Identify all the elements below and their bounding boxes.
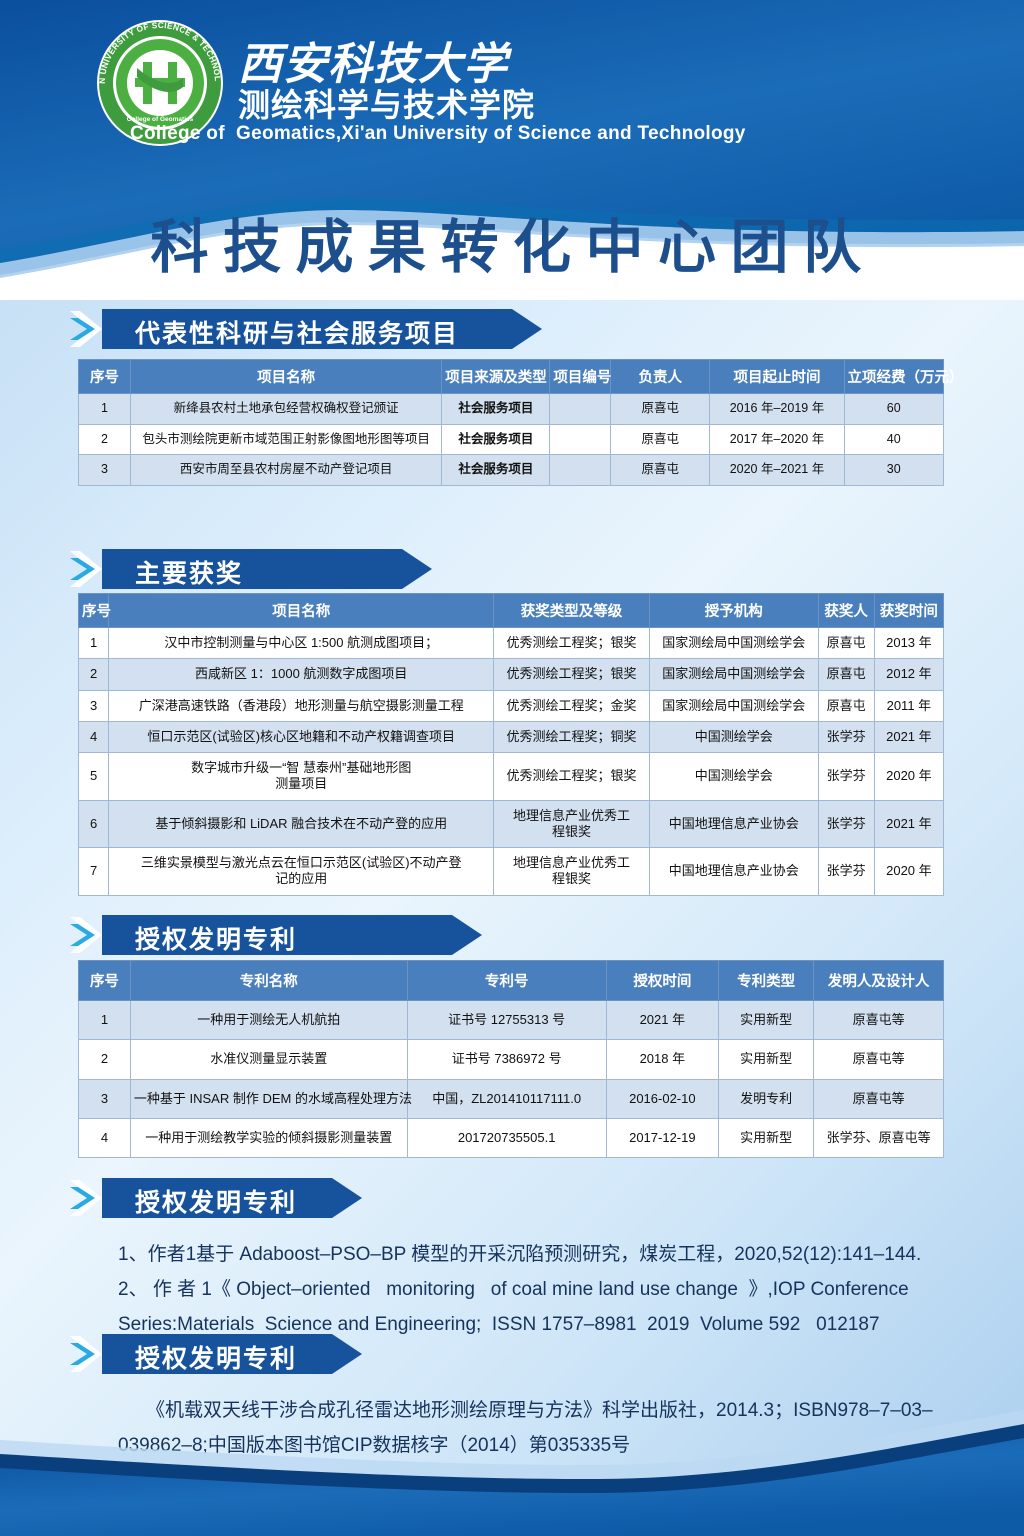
svg-text:College of Geomatics: College of Geomatics xyxy=(127,116,194,123)
